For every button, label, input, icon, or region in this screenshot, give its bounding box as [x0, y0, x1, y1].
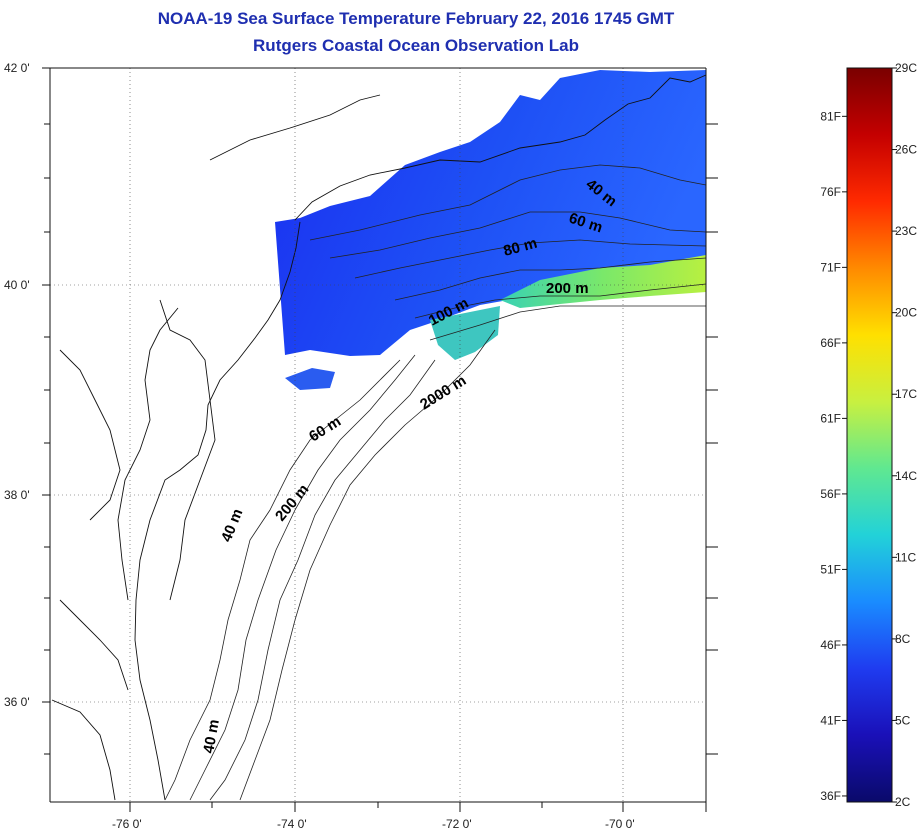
colorbar-label-fahrenheit: 71F: [820, 260, 841, 274]
map-title: NOAA-19 Sea Surface Temperature February…: [157, 9, 675, 28]
map-frame: [49, 67, 707, 803]
colorbar-label-celsius: 26C: [895, 143, 917, 157]
lon-label: -70 0': [605, 817, 635, 831]
colorbar-label-celsius: 20C: [895, 306, 917, 320]
colorbar-gradient: [847, 68, 892, 802]
lon-label: -76 0': [112, 817, 142, 831]
colorbar-label-fahrenheit: 76F: [820, 185, 841, 199]
lat-label: 40 0': [4, 278, 30, 292]
colorbar-label-fahrenheit: 61F: [820, 411, 841, 425]
colorbar-bands: [847, 68, 892, 802]
colorbar-label-fahrenheit: 81F: [820, 109, 841, 123]
colorbar-label-celsius: 23C: [895, 224, 917, 238]
sst-patch: [285, 368, 335, 390]
colorbar-label-celsius: 8C: [895, 632, 911, 646]
colorbar-label-fahrenheit: 56F: [820, 487, 841, 501]
lon-label: -72 0': [442, 817, 472, 831]
isobaths: [164, 164, 707, 801]
tick-marks: [42, 67, 718, 812]
contour-label: 40 m: [200, 718, 223, 755]
sst-warm-water-band: [500, 255, 706, 308]
lat-label: 36 0': [4, 695, 30, 709]
colorbar-label-fahrenheit: 41F: [820, 713, 841, 727]
graticule: [50, 68, 706, 802]
colorbar-label-celsius: 17C: [895, 387, 917, 401]
contour-label: 200 m: [546, 280, 589, 297]
colorbar-label-celsius: 11C: [895, 550, 916, 564]
sst-slope-water: [430, 306, 500, 360]
colorbar-label-celsius: 5C: [895, 713, 911, 727]
lat-label: 38 0': [4, 488, 30, 502]
map-subtitle: Rutgers Coastal Ocean Observation Lab: [253, 36, 579, 55]
colorbar-label-celsius: 29C: [895, 61, 917, 75]
lat-label: 42 0': [4, 61, 30, 75]
colorbar-label-celsius: 2C: [895, 795, 911, 809]
sst-cold-water-region: [275, 70, 706, 356]
colorbar-label-fahrenheit: 46F: [820, 638, 841, 652]
colorbar-label-celsius: 14C: [895, 469, 917, 483]
lon-label: -74 0': [277, 817, 307, 831]
colorbar-frame: [846, 67, 893, 803]
coastline: [51, 74, 707, 801]
colorbar-label-fahrenheit: 51F: [820, 562, 841, 576]
colorbar-label-fahrenheit: 66F: [820, 336, 841, 350]
colorbar-label-fahrenheit: 36F: [820, 789, 841, 803]
